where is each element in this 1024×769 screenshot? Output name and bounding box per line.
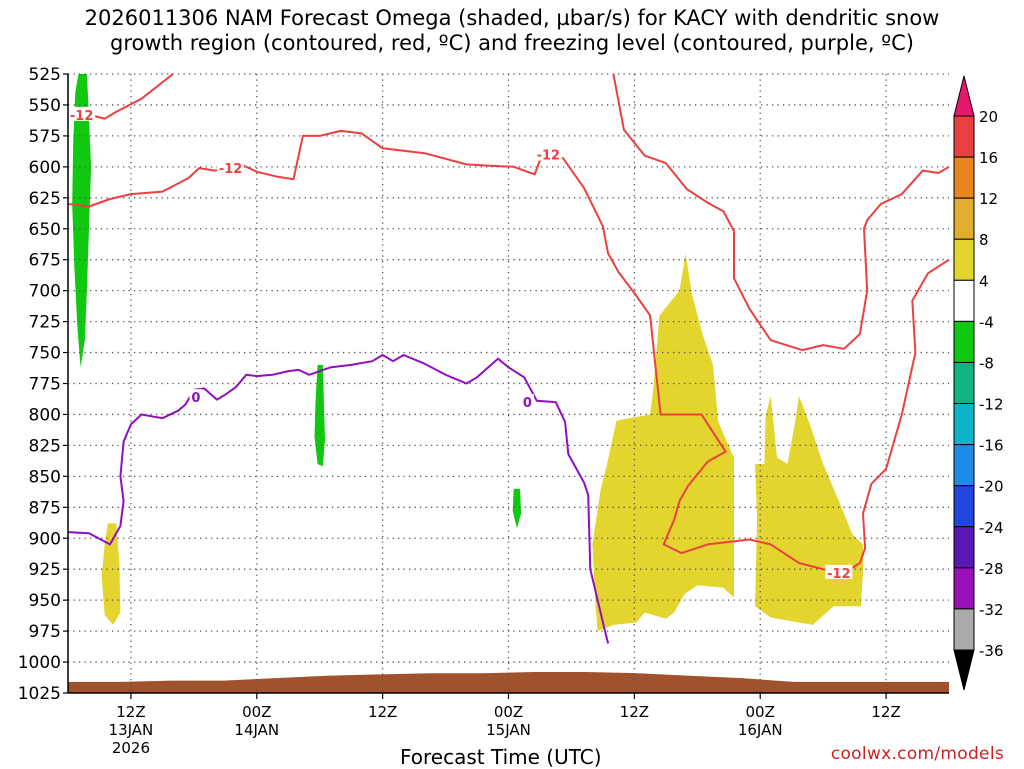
colorbar-box-7 [953, 361, 975, 405]
axes: 525 550 575 600 625 650 675 700 725 750 775 800 825 8… [18, 65, 949, 757]
credit-text: coolwx.com/models [830, 744, 1004, 764]
colorbar-label-10: -20 [979, 478, 1004, 496]
y-tick-label-775: 775 [29, 375, 61, 395]
y-tick-label-700: 700 [29, 282, 61, 302]
y-tick-label-575: 575 [29, 127, 61, 147]
y-tick-label-975: 975 [29, 622, 61, 642]
colorbar-box-4 [953, 238, 975, 281]
omega-region-2 [314, 364, 325, 467]
terrain-fill [68, 672, 949, 693]
dendritic-label-1-bg [68, 106, 96, 121]
x-tick-label-48-2: 15JAN [486, 721, 531, 739]
freezing-label-1-bg [189, 389, 203, 404]
x-tick-label-60-1: 12Z [620, 703, 649, 721]
omega-region-1 [72, 74, 92, 368]
colorbar-box-12 [953, 567, 975, 610]
x-tick-label-24-1: 00Z [242, 703, 271, 721]
y-tick-label-625: 625 [29, 189, 61, 209]
colorbar-label-2: 16 [979, 149, 998, 167]
colorbar-label-14: -36 [979, 642, 1004, 660]
dendritic-label-4: -12 [827, 567, 851, 582]
x-tick-label-12-2: 13JAN [109, 721, 154, 739]
colorbar-box-11 [953, 526, 975, 569]
y-tick-label-600: 600 [29, 158, 61, 178]
omega-region-5 [592, 253, 734, 632]
omega-region-3 [512, 488, 522, 529]
colorbar-label-6: -4 [979, 313, 994, 331]
y-tick-label-1025: 1025 [18, 684, 61, 704]
x-tick-label-36-1: 12Z [368, 703, 397, 721]
colorbar-box-3 [953, 197, 975, 240]
colorbar-label-3: 12 [979, 190, 998, 208]
colorbar-box-9 [953, 444, 975, 487]
colorbar-label-4: 8 [979, 231, 989, 249]
colorbar-top-arrow [953, 75, 975, 117]
chart-title: 2026011306 NAM Forecast Omega (shaded, µ… [0, 6, 1024, 56]
colorbar-bottom-arrow [953, 649, 975, 691]
freezing-label-1: 0 [191, 391, 200, 406]
x-tick-label-12-1: 12Z [116, 703, 145, 721]
chart-title-line1: 2026011306 NAM Forecast Omega (shaded, µ… [84, 6, 940, 30]
colorbar-box-2 [953, 156, 975, 199]
colorbar-box-6 [953, 320, 975, 363]
colorbar-label-13: -32 [979, 601, 1004, 619]
freezing-label-2-bg [520, 394, 534, 409]
colorbar-box-10 [953, 485, 975, 528]
grid [68, 73, 949, 693]
chart-title-line2: growth region (contoured, red, ºC) and f… [110, 31, 914, 55]
x-tick-label-72-1: 00Z [746, 703, 775, 721]
y-tick-label-550: 550 [29, 96, 61, 116]
contour-lines: -12 -12 -12 -12 0 0 [67, 73, 950, 644]
colorbar-label-8: -12 [979, 396, 1004, 414]
colorbar-label-9: -16 [979, 437, 1004, 455]
dendritic-contour-3 [612, 73, 950, 352]
colorbar-box-8 [953, 403, 975, 446]
y-tick-label-525: 525 [29, 65, 61, 85]
freezing-level-contour [67, 354, 610, 644]
colorbar-label-5: 4 [979, 272, 989, 290]
dendritic-label-4-bg [825, 564, 853, 579]
y-tick-label-650: 650 [29, 220, 61, 240]
x-axis-title: Forecast Time (UTC) [400, 745, 602, 769]
y-tick-label-900: 900 [29, 529, 61, 549]
colorbar-box-5 [953, 279, 975, 322]
y-tick-label-725: 725 [29, 313, 61, 333]
x-tick-label-72-2: 16JAN [738, 721, 783, 739]
colorbar-label-1: 20 [979, 108, 998, 126]
freezing-label-2: 0 [523, 396, 532, 411]
y-tick-label-825: 825 [29, 436, 61, 456]
colorbar-label-12: -28 [979, 560, 1004, 578]
omega-shading [72, 74, 863, 632]
dendritic-label-1: -12 [70, 109, 94, 124]
y-tick-label-875: 875 [29, 498, 61, 518]
dendritic-label-3: -12 [537, 148, 561, 163]
omega-region-4 [101, 523, 121, 625]
colorbar-label-11: -24 [979, 519, 1004, 537]
y-tick-label-750: 750 [29, 344, 61, 364]
dendritic-label-2-bg [217, 160, 245, 175]
x-tick-label-12-3: 2026 [112, 739, 150, 757]
y-tick-label-925: 925 [29, 560, 61, 580]
colorbar-label-7: -8 [979, 354, 994, 372]
terrain [68, 672, 949, 693]
y-tick-label-1000: 1000 [18, 653, 61, 673]
dendritic-label-2: -12 [219, 162, 243, 177]
x-tick-label-24-2: 14JAN [234, 721, 279, 739]
y-tick-label-800: 800 [29, 405, 61, 425]
y-tick-label-950: 950 [29, 591, 61, 611]
x-tick-label-48-1: 00Z [494, 703, 523, 721]
colorbar: 20 16 12 8 4 -4 -8 -12 -16 -20 -24 -28 -32 -36 [953, 75, 1004, 691]
colorbar-box-13 [953, 608, 975, 651]
y-tick-label-850: 850 [29, 467, 61, 487]
y-tick-label-675: 675 [29, 251, 61, 271]
x-tick-label-84-1: 12Z [871, 703, 900, 721]
dendritic-label-3-bg [534, 146, 562, 161]
colorbar-box-1 [953, 115, 975, 158]
